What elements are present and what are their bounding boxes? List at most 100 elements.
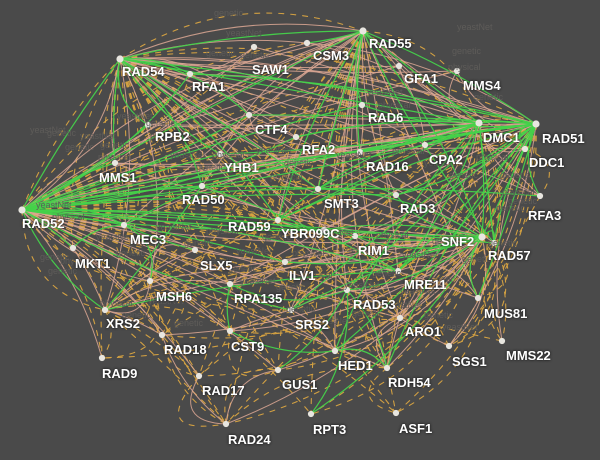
edge-coexp bbox=[225, 369, 279, 425]
edge-phys bbox=[334, 348, 388, 369]
edge-genetic bbox=[104, 309, 200, 377]
node-rad6[interactable] bbox=[358, 101, 366, 109]
node-ctf4[interactable] bbox=[245, 111, 253, 119]
edge-phys bbox=[295, 120, 480, 138]
edge-genetic bbox=[21, 58, 121, 211]
edge-genetic bbox=[21, 209, 312, 415]
edge-genetic bbox=[334, 123, 537, 352]
node-cst9[interactable] bbox=[226, 327, 234, 335]
node-rad52[interactable] bbox=[18, 206, 26, 214]
node-ybr099c[interactable] bbox=[320, 226, 328, 234]
node-rad24[interactable] bbox=[222, 420, 230, 428]
edge-phys bbox=[21, 209, 292, 311]
node-cpa2[interactable] bbox=[421, 141, 429, 149]
node-rpa135[interactable] bbox=[226, 280, 234, 288]
node-aro1[interactable] bbox=[396, 314, 404, 322]
edge-genetic bbox=[448, 123, 537, 347]
edge-coexp bbox=[21, 147, 526, 211]
edge-coexp bbox=[277, 219, 483, 247]
node-mec3[interactable] bbox=[120, 221, 128, 229]
node-mus81[interactable] bbox=[474, 294, 482, 302]
edge-genetic bbox=[21, 209, 227, 425]
edge-coexp bbox=[21, 209, 401, 319]
node-group[interactable] bbox=[18, 27, 544, 428]
edge-phys bbox=[248, 114, 537, 125]
edge-genetic bbox=[229, 236, 483, 334]
edge-coexp bbox=[219, 122, 480, 156]
node-ilv1[interactable] bbox=[281, 258, 289, 266]
edge-coexp bbox=[119, 58, 397, 196]
edge-genetic bbox=[119, 58, 397, 414]
node-gfa1[interactable] bbox=[395, 62, 403, 70]
node-ddc1[interactable] bbox=[521, 145, 529, 153]
node-hed1[interactable] bbox=[331, 347, 339, 355]
node-csm3[interactable] bbox=[303, 39, 311, 47]
node-yhb1[interactable] bbox=[216, 150, 224, 158]
edge-coexp bbox=[478, 122, 541, 197]
node-rfa1[interactable] bbox=[186, 70, 194, 78]
node-rad3[interactable] bbox=[392, 191, 400, 199]
node-rad59[interactable] bbox=[274, 216, 282, 224]
edge-coexp bbox=[190, 375, 227, 425]
node-smt3[interactable] bbox=[314, 185, 322, 193]
edge-genetic bbox=[317, 30, 364, 190]
edge-genetic bbox=[119, 58, 401, 319]
edge-phys bbox=[277, 30, 364, 221]
node-asf1[interactable] bbox=[392, 409, 400, 417]
node-rad51[interactable] bbox=[532, 120, 540, 128]
node-rad16[interactable] bbox=[356, 148, 364, 156]
node-rad53[interactable] bbox=[343, 286, 351, 294]
edge-phys bbox=[346, 236, 483, 291]
node-mre11[interactable] bbox=[394, 267, 402, 275]
node-rpt3[interactable] bbox=[307, 410, 315, 418]
node-mms22[interactable] bbox=[498, 337, 506, 345]
edge-coexp bbox=[161, 334, 227, 425]
node-snf2[interactable] bbox=[478, 233, 486, 241]
node-rad54[interactable] bbox=[116, 55, 124, 63]
node-mms4[interactable] bbox=[453, 67, 461, 75]
edge-genetic bbox=[119, 58, 495, 244]
node-xrs2[interactable] bbox=[101, 306, 109, 314]
edge-coexp bbox=[376, 317, 401, 369]
node-rad50[interactable] bbox=[198, 182, 206, 190]
node-gus1[interactable] bbox=[274, 366, 282, 374]
edge-phys bbox=[119, 30, 364, 60]
node-mms1[interactable] bbox=[111, 159, 119, 167]
node-msh6[interactable] bbox=[146, 277, 154, 285]
edge-genetic bbox=[346, 236, 483, 297]
edge-coexp bbox=[277, 236, 483, 371]
edge-phys bbox=[317, 30, 364, 190]
node-mkt1[interactable] bbox=[69, 244, 77, 252]
edge-genetic bbox=[198, 123, 537, 377]
node-sgs1[interactable] bbox=[445, 342, 453, 350]
edge-genetic bbox=[397, 228, 483, 272]
edge-phys bbox=[201, 185, 399, 272]
node-srs2[interactable] bbox=[287, 306, 295, 314]
node-rad17[interactable] bbox=[195, 372, 203, 380]
edge-coexp bbox=[397, 265, 479, 299]
edge-phys bbox=[21, 209, 483, 238]
edge-phys bbox=[346, 289, 388, 369]
node-rad57[interactable] bbox=[490, 239, 498, 247]
edge-coexp bbox=[229, 309, 292, 332]
edge-genetic bbox=[161, 123, 537, 336]
node-rim1[interactable] bbox=[351, 232, 359, 240]
node-rpb2[interactable] bbox=[144, 121, 152, 129]
node-rad9[interactable] bbox=[98, 354, 106, 362]
node-saw1[interactable] bbox=[250, 43, 258, 51]
node-rad18[interactable] bbox=[158, 331, 166, 339]
node-rdh54[interactable] bbox=[383, 364, 391, 372]
edge-genetic bbox=[21, 42, 308, 211]
edge-genetic bbox=[161, 236, 483, 339]
edge-coexp bbox=[253, 46, 537, 125]
edge-genetic bbox=[21, 209, 103, 359]
node-rad55[interactable] bbox=[359, 27, 367, 35]
node-dmc1[interactable] bbox=[475, 119, 483, 127]
edge-coexp bbox=[225, 236, 483, 425]
node-rfa3[interactable] bbox=[536, 192, 544, 200]
edge-genetic bbox=[104, 280, 152, 322]
node-rfa2[interactable] bbox=[292, 133, 300, 141]
node-slx5[interactable] bbox=[191, 246, 199, 254]
